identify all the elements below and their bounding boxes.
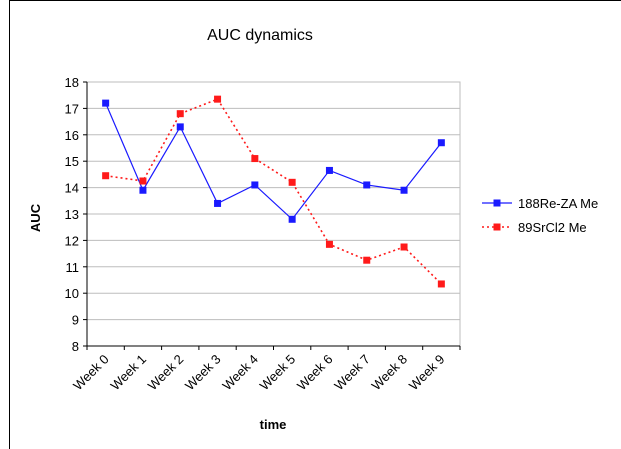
data-point-series-1: [214, 199, 222, 207]
x-tick-label: Week 3: [182, 352, 224, 394]
chart-title: AUC dynamics: [207, 27, 313, 44]
data-point-series-2: [437, 280, 445, 288]
x-tick-label: Week 4: [219, 352, 261, 394]
series-line-2: [105, 98, 442, 285]
x-tick-label: Week 1: [107, 352, 149, 394]
x-tick-label: Week 0: [70, 352, 112, 394]
legend-label-2: 89SrCl2 Me: [518, 220, 587, 235]
data-point-series-2: [139, 177, 147, 185]
y-tick-label: 16: [65, 128, 79, 143]
y-tick-label: 8: [72, 339, 79, 354]
x-tick-label: Week 9: [406, 352, 448, 394]
data-point-series-1: [102, 99, 110, 107]
legend-marker-1: [493, 199, 501, 207]
data-point-series-1: [288, 215, 296, 223]
x-tick-label: Week 5: [257, 352, 299, 394]
data-point-series-1: [325, 166, 333, 174]
data-point-series-2: [325, 240, 333, 248]
y-tick-label: 15: [65, 154, 79, 169]
x-tick-label: Week 8: [369, 352, 411, 394]
x-tick-label: Week 7: [331, 352, 373, 394]
y-tick-label: 10: [65, 286, 79, 301]
data-point-series-2: [176, 110, 184, 118]
y-axis-title: AUC: [28, 203, 43, 232]
y-tick-label: 14: [65, 181, 79, 196]
y-tick-label: 9: [72, 313, 79, 328]
data-point-series-1: [139, 186, 147, 194]
data-point-series-1: [176, 123, 184, 131]
data-point-series-1: [251, 181, 259, 189]
x-axis-title: time: [260, 417, 287, 432]
x-tick-label: Week 2: [145, 352, 187, 394]
data-point-series-2: [400, 243, 408, 251]
data-point-series-1: [400, 186, 408, 194]
y-tick-label: 13: [65, 207, 79, 222]
data-point-series-1: [437, 139, 445, 147]
y-tick-label: 17: [65, 101, 79, 116]
chart-frame: [9, 0, 621, 449]
y-tick-label: 11: [66, 260, 80, 275]
legend-marker-2: [493, 223, 501, 231]
legend-label-1: 188Re-ZA Me: [518, 196, 598, 211]
data-point-series-2: [251, 155, 259, 163]
series-line-1: [105, 102, 442, 221]
data-point-series-1: [363, 181, 371, 189]
y-tick-label: 18: [65, 75, 79, 90]
data-point-series-2: [288, 178, 296, 186]
x-tick-label: Week 6: [294, 352, 336, 394]
data-point-series-2: [102, 172, 110, 180]
y-tick-label: 12: [65, 233, 79, 248]
legend: 188Re-ZA Me 89SrCl2 Me: [482, 196, 598, 235]
data-point-series-2: [214, 95, 222, 103]
data-point-series-2: [363, 256, 371, 264]
